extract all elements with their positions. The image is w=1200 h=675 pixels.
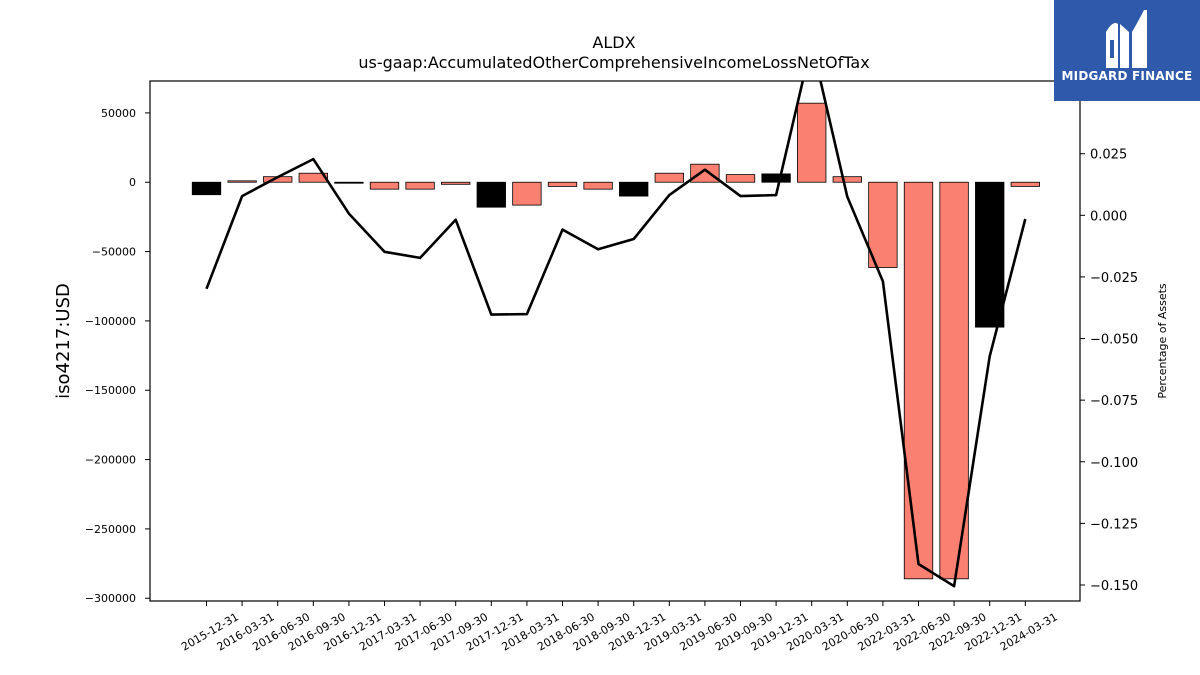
bar-2018-09-30 (583, 181, 613, 190)
percentage-line (205, 81, 1027, 588)
bar-2020-03-31 (797, 102, 827, 183)
bar-2018-12-31 (619, 181, 649, 197)
brand-logo: MIDGARD FINANCE (1054, 0, 1200, 101)
y2-tick-label: −0.150 (1090, 579, 1138, 594)
y2-tick-label: −0.125 (1090, 517, 1138, 532)
y2-tick-label: 0.025 (1090, 148, 1127, 163)
y-tick-label: −250000 (85, 523, 136, 536)
bar-2016-12-31 (334, 181, 364, 184)
bar-2024-03-31 (1010, 181, 1040, 187)
y-tick-label: −50000 (92, 246, 136, 259)
bar-2022-12-31 (975, 181, 1005, 328)
bar-2017-12-31 (476, 181, 506, 208)
chart-subtitle: us-gaap:AccumulatedOtherComprehensiveInc… (358, 53, 869, 72)
y-tick-label: −200000 (85, 454, 136, 467)
x-axis: 2015-12-312016-03-312016-06-302016-09-30… (179, 601, 1060, 654)
y2-tick-label: −0.025 (1090, 271, 1138, 286)
midgard-logo-icon (1106, 10, 1147, 68)
bar-2022-09-30 (939, 181, 969, 580)
bar-2015-12-31 (191, 181, 222, 196)
bars-layer (191, 102, 1040, 580)
plot-frame (149, 80, 1081, 602)
bar-2022-03-31 (868, 181, 898, 268)
y-tick-label: 50000 (101, 107, 136, 120)
y2-tick-label: −0.100 (1090, 456, 1138, 471)
bar-2022-06-30 (903, 181, 934, 580)
bar-2017-09-30 (441, 181, 471, 185)
bar-2020-06-30 (832, 176, 862, 183)
bar-2019-03-31 (654, 172, 684, 183)
bar-2019-12-31 (761, 173, 791, 183)
bar-2017-06-30 (405, 181, 435, 190)
chart-title: ALDX (592, 33, 635, 52)
brand-name: MIDGARD FINANCE (1061, 69, 1193, 83)
bar-2018-03-31 (512, 181, 542, 206)
line-layer (205, 81, 1027, 588)
bar-2016-03-31 (227, 180, 257, 183)
y-tick-label: −300000 (85, 592, 136, 605)
left-axis: 50000 0 −50000 −100000 −150000 −200000 −250000… (85, 107, 150, 605)
bar-2016-09-30 (298, 172, 328, 183)
y2-tick-label: 0.000 (1090, 209, 1127, 224)
y2-axis-label: Percentage of Assets (1156, 283, 1169, 399)
y2-tick-label: −0.075 (1090, 394, 1138, 409)
bar-2019-06-30 (690, 163, 720, 183)
bar-2017-03-31 (369, 181, 400, 190)
bar-2019-09-30 (725, 174, 756, 183)
y-tick-label: 0 (129, 176, 136, 189)
bar-2018-06-30 (547, 181, 578, 187)
y-tick-label: −100000 (85, 315, 136, 328)
right-axis: 0.025 0.000 −0.025 −0.050 −0.075 −0.100 −0.125… (1080, 148, 1138, 594)
y-tick-label: −150000 (85, 384, 136, 397)
y2-tick-label: −0.050 (1090, 333, 1138, 348)
y-axis-label: iso4217:USD (53, 283, 74, 399)
